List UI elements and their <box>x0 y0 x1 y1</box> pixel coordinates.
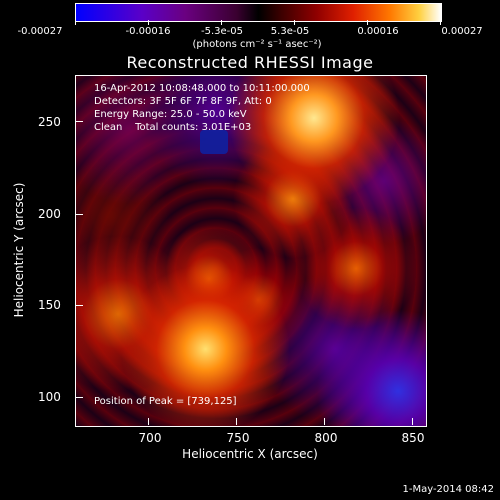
colorbar-units: (photons cm⁻² s⁻¹ asec⁻²) <box>192 39 322 50</box>
y-axis-tick <box>76 121 83 122</box>
x-axis-tick <box>236 418 237 425</box>
y-axis-tick-label: 150 <box>38 298 61 312</box>
colorbar-label: 5.3e-05 <box>270 26 310 37</box>
colorbar-label: 0.00027 <box>441 26 483 37</box>
colorbar-tick <box>148 20 149 25</box>
y-axis-tick <box>76 305 83 306</box>
negative-flux-region <box>200 130 228 154</box>
colorbar-label: 0.00016 <box>357 26 399 37</box>
y-axis-tick-label: 250 <box>38 115 61 129</box>
y-axis-tick-label: 200 <box>38 207 61 221</box>
rhessi-image <box>75 75 427 427</box>
colorbar-label: -0.00027 <box>17 26 63 37</box>
x-axis-tick-label: 800 <box>314 431 338 445</box>
y-axis-tick-label: 100 <box>38 390 61 404</box>
colorbar <box>75 3 442 22</box>
info-peak-position: Position of Peak = [739,125] <box>94 396 237 407</box>
colorbar-label: -5.3e-05 <box>201 26 243 37</box>
colorbar-tick <box>367 20 368 25</box>
info-energy-range: Energy Range: 25.0 - 50.0 keV <box>94 109 247 120</box>
colorbar-label: -0.00016 <box>125 26 171 37</box>
x-axis-tick <box>324 418 325 425</box>
y-axis-tick <box>76 214 83 215</box>
colorbar-tick <box>440 20 441 25</box>
page-title: Reconstructed RHESSI Image <box>126 53 374 72</box>
x-axis-tick-label: 850 <box>401 431 425 445</box>
y-axis-tick <box>76 397 83 398</box>
info-time-range: 16-Apr-2012 10:08:48.000 to 10:11:00.000 <box>94 83 310 94</box>
x-axis-label: Heliocentric X (arcsec) <box>182 447 318 461</box>
render-timestamp: 1-May-2014 08:42 <box>402 484 494 495</box>
y-axis-label: Heliocentric Y (arcsec) <box>12 182 26 318</box>
info-detectors: Detectors: 3F 5F 6F 7F 8F 9F, Att: 0 <box>94 96 272 107</box>
x-axis-tick <box>412 418 413 425</box>
x-axis-tick-label: 700 <box>138 431 162 445</box>
x-axis-tick-label: 750 <box>226 431 250 445</box>
colorbar-tick <box>75 20 76 25</box>
x-axis-tick <box>148 418 149 425</box>
colorbar-tick <box>294 20 295 25</box>
colorbar-tick <box>221 20 222 25</box>
info-method-counts: Clean Total counts: 3.01E+03 <box>94 122 252 133</box>
